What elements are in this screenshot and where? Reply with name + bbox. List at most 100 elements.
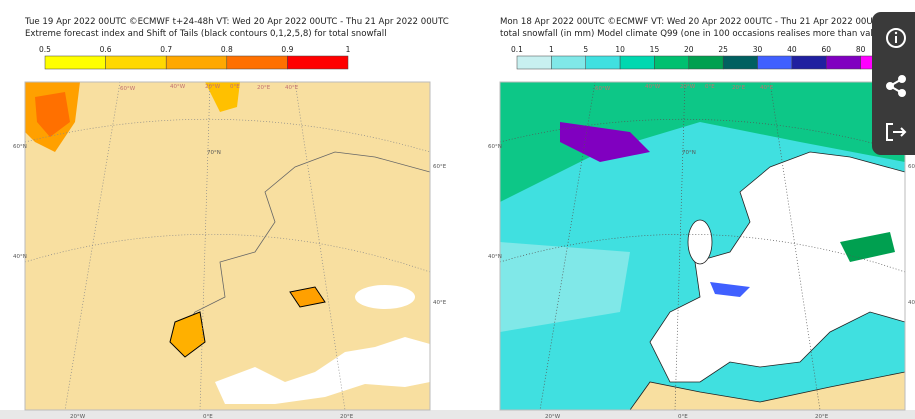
open-icon-arrow[interactable] (893, 127, 907, 137)
map-coordinate-label: 0°E (678, 414, 688, 419)
colorbar-swatch (105, 55, 167, 70)
colorbar-swatch (757, 55, 793, 70)
colorbar-swatch (226, 55, 288, 70)
map-coordinate-label: 20°E (257, 85, 271, 91)
coastline (174, 151, 430, 343)
colorbar-label: 30 (753, 45, 763, 54)
header-text: Extreme forecast index and Shift of Tail… (25, 29, 387, 39)
sea (355, 285, 415, 309)
precip-area (500, 242, 630, 332)
efi-map (25, 82, 430, 410)
side-menu (872, 12, 915, 155)
map-coordinate-label: 60°N (13, 144, 27, 150)
map-frame (24, 81, 431, 411)
share-icon-node[interactable] (898, 89, 906, 97)
map-coordinate-label: 20°E (340, 414, 354, 419)
colorbar-label: 60 (821, 45, 831, 54)
map-coordinate-label: 20°E (732, 85, 746, 91)
map-coordinate-label: 60°W (595, 86, 611, 92)
colorbar-label: 10 (615, 45, 625, 54)
header-text: Tue 19 Apr 2022 00UTC ©ECMWF t+24-48h VT… (24, 17, 449, 27)
colorbar-swatch (791, 55, 827, 70)
colorbar-label: 80 (856, 45, 866, 54)
graticule (674, 82, 686, 410)
precip-area (500, 82, 905, 202)
colorbar-label: 15 (650, 45, 660, 54)
graticule (500, 233, 905, 273)
map-coordinate-label: 60°N (488, 144, 502, 150)
graticule (769, 82, 821, 410)
colorbar-swatch (619, 55, 655, 70)
colorbar-swatch (826, 55, 861, 70)
colorbar-swatch (516, 55, 552, 70)
colorbar-label: 0.9 (281, 45, 293, 54)
map-coordinate-label: 70°N (207, 150, 221, 156)
graticule (199, 82, 211, 410)
map-coordinate-label: 0°E (230, 84, 240, 90)
map-coordinate-label: 40°N (488, 254, 502, 260)
open-icon-frame[interactable] (886, 123, 893, 141)
info-icon-dot[interactable] (894, 31, 898, 35)
share-button[interactable] (886, 75, 906, 97)
graticule (294, 82, 346, 410)
map-coordinate-label: 20°W (680, 84, 696, 90)
header-text: total snowfall (in mm) Model climate Q99… (500, 29, 915, 39)
share-icon-node[interactable] (886, 82, 894, 90)
info-icon[interactable] (886, 28, 906, 48)
map-coordinate-label: 40°E (433, 300, 447, 306)
colorbar-label: 0.1 (511, 45, 523, 54)
map-coordinate-label: 60°E (908, 164, 915, 170)
graticule (25, 233, 430, 273)
colorbar-swatch (722, 55, 758, 70)
map-frame (499, 81, 906, 411)
colorbar-label: 0.7 (160, 45, 172, 54)
bottom-band (0, 410, 915, 419)
colorbar-swatch (551, 55, 586, 70)
colorbar-swatch (44, 55, 106, 70)
colorbar-swatch (165, 55, 228, 70)
colorbar-label: 0.8 (221, 45, 233, 54)
info-button[interactable] (886, 28, 906, 48)
map-coordinate-label: 20°E (815, 414, 829, 419)
map-coordinate-label: 40°W (645, 84, 661, 90)
map-coordinate-label: 40°E (285, 85, 299, 91)
map-coordinate-label: 20°W (205, 84, 221, 90)
map-coordinate-label: 40°E (908, 300, 915, 306)
open-button[interactable] (886, 123, 907, 141)
anomaly-area (35, 92, 70, 137)
land (687, 219, 713, 265)
precip-area (560, 122, 650, 162)
colorbar-swatch (654, 55, 690, 70)
map-coordinate-label: 60°W (120, 86, 136, 92)
precip-area (710, 282, 750, 297)
colorbar-swatch (688, 55, 724, 70)
map-coordinate-label: 40°E (760, 85, 774, 91)
colorbar-swatch (287, 55, 349, 70)
map-coordinate-label: 40°W (170, 84, 186, 90)
map-coordinate-label: 0°E (203, 414, 213, 419)
colorbar-swatch (585, 55, 621, 70)
colorbar-label: 40 (787, 45, 797, 54)
header-text: Mon 18 Apr 2022 00UTC ©ECMWF VT: Wed 20 … (500, 17, 915, 27)
anomaly-area (169, 311, 206, 358)
map-coordinate-label: 70°N (682, 150, 696, 156)
colorbar-label: 0.6 (100, 45, 112, 54)
colorbar-label: 1 (549, 45, 554, 54)
colorbar-label: 0.5 (39, 45, 51, 54)
share-icon-node[interactable] (898, 75, 906, 83)
map-coordinate-label: 60°E (433, 164, 447, 170)
map-coordinate-label: 20°W (545, 414, 561, 419)
map-coordinate-label: 40°N (13, 254, 27, 260)
anomaly-area (289, 286, 326, 308)
anomaly-area (205, 82, 240, 112)
colorbar-label: 5 (583, 45, 588, 54)
colorbar-label: 25 (718, 45, 728, 54)
sea (215, 337, 430, 404)
precip-area (840, 232, 895, 262)
map-coordinate-label: 0°E (705, 84, 715, 90)
map-coordinate-label: 20°W (70, 414, 86, 419)
colorbar-label: 1 (346, 45, 351, 54)
snowfall-map (500, 82, 905, 410)
